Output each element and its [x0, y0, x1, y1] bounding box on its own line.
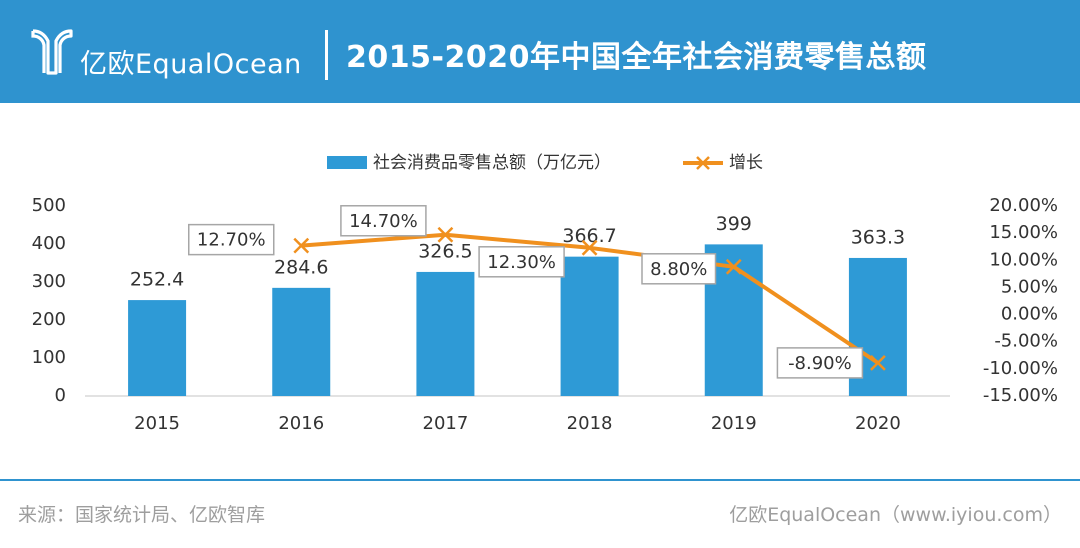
- brand-name-en: EqualOcean: [135, 49, 302, 80]
- page-title: 2015-2020年中国全年社会消费零售总额: [346, 40, 927, 75]
- growth-point-marker: [870, 355, 886, 371]
- header-divider: [325, 30, 328, 80]
- header-banner: 亿欧EqualOcean 2015-2020年中国全年社会消费零售总额: [0, 0, 1080, 103]
- brand-name-cn: 亿欧: [80, 49, 135, 80]
- legend-label-line: 增长: [729, 153, 763, 173]
- growth-point-marker: [581, 239, 598, 256]
- x-axis-tick-label: 2020: [855, 413, 901, 434]
- marker-stroke: [870, 355, 886, 371]
- chart-legend: 社会消费品零售总额（万亿元） 增长: [327, 153, 763, 173]
- legend-swatch-bar: [327, 156, 367, 169]
- growth-data-label: -8.90%: [776, 347, 864, 379]
- right-axis-tick-label: -15.00%: [983, 385, 1058, 406]
- label-text: 8.80%: [650, 259, 707, 280]
- legend-label-bar: 社会消费品零售总额（万亿元）: [373, 153, 611, 173]
- bar-data-label: 366.7: [562, 225, 616, 247]
- x-axis-tick-label: 2015: [134, 413, 180, 434]
- x-axis-tick-label: 2016: [278, 413, 324, 434]
- bar-2017: [416, 271, 475, 396]
- growth-data-label: 12.30%: [478, 246, 565, 278]
- bar-2016: [272, 287, 331, 396]
- retail-sales-chart: 0 100 200 300 400 500 20.00% 15.00% 10.00% 5.00% 0…: [32, 153, 1058, 434]
- label-box: [340, 205, 427, 237]
- marker-stroke: [581, 239, 598, 256]
- label-box: [641, 253, 717, 285]
- label-text: -8.90%: [788, 353, 852, 374]
- left-axis-tick-label: 100: [32, 347, 66, 368]
- bar-data-label: 252.4: [130, 269, 184, 291]
- x-axis-tick-label: 2018: [567, 413, 613, 434]
- growth-data-label: 12.70%: [188, 223, 275, 256]
- label-box: [188, 223, 275, 256]
- growth-point-marker: [293, 237, 310, 254]
- growth-point-marker: [725, 258, 742, 275]
- label-text: 14.70%: [349, 211, 418, 232]
- source-note: 来源：国家统计局、亿欧智库: [18, 504, 266, 526]
- right-axis-tick-label: -5.00%: [994, 331, 1058, 352]
- growth-data-label: 14.70%: [340, 205, 427, 237]
- left-axis-tick-label: 300: [32, 271, 66, 292]
- right-axis-tick-label: -10.00%: [983, 358, 1058, 379]
- brand-logo-text: 亿欧EqualOcean: [80, 42, 302, 81]
- label-text: 12.70%: [197, 230, 266, 251]
- legend-marker: [696, 156, 710, 170]
- label-text: 12.30%: [487, 252, 556, 273]
- bar-data-label: 284.6: [274, 256, 328, 278]
- bar-2015: [128, 300, 187, 396]
- equalocean-logo-icon: [31, 29, 73, 75]
- right-axis-tick-label: 5.00%: [1001, 276, 1058, 297]
- left-axis-tick-label: 0: [55, 385, 66, 406]
- growth-data-label: 8.80%: [641, 253, 717, 285]
- bar-2018: [560, 256, 619, 396]
- bar-data-label: 399: [716, 213, 752, 235]
- left-axis-tick-label: 200: [32, 309, 66, 330]
- marker-stroke: [437, 226, 454, 243]
- right-axis-tick-label: 20.00%: [989, 195, 1058, 216]
- footer-rule: [0, 479, 1080, 481]
- left-axis-tick-label: 400: [32, 233, 66, 254]
- bar-data-label: 326.5: [418, 240, 472, 262]
- x-axis-tick-label: 2019: [711, 413, 757, 434]
- marker-stroke: [725, 258, 742, 275]
- bar-data-label: 363.3: [851, 226, 905, 248]
- right-axis-tick-label: 15.00%: [989, 222, 1058, 243]
- growth-point-marker: [437, 226, 454, 243]
- x-axis-tick-label: 2017: [423, 413, 469, 434]
- left-axis-tick-label: 500: [32, 195, 66, 216]
- right-axis-tick-label: 10.00%: [989, 249, 1058, 270]
- label-box: [776, 347, 864, 379]
- credit-note: 亿欧EqualOcean（www.iyiou.com）: [729, 504, 1062, 526]
- right-axis-tick-label: 0.00%: [1001, 304, 1058, 325]
- marker-stroke: [293, 237, 310, 254]
- label-box: [478, 246, 565, 278]
